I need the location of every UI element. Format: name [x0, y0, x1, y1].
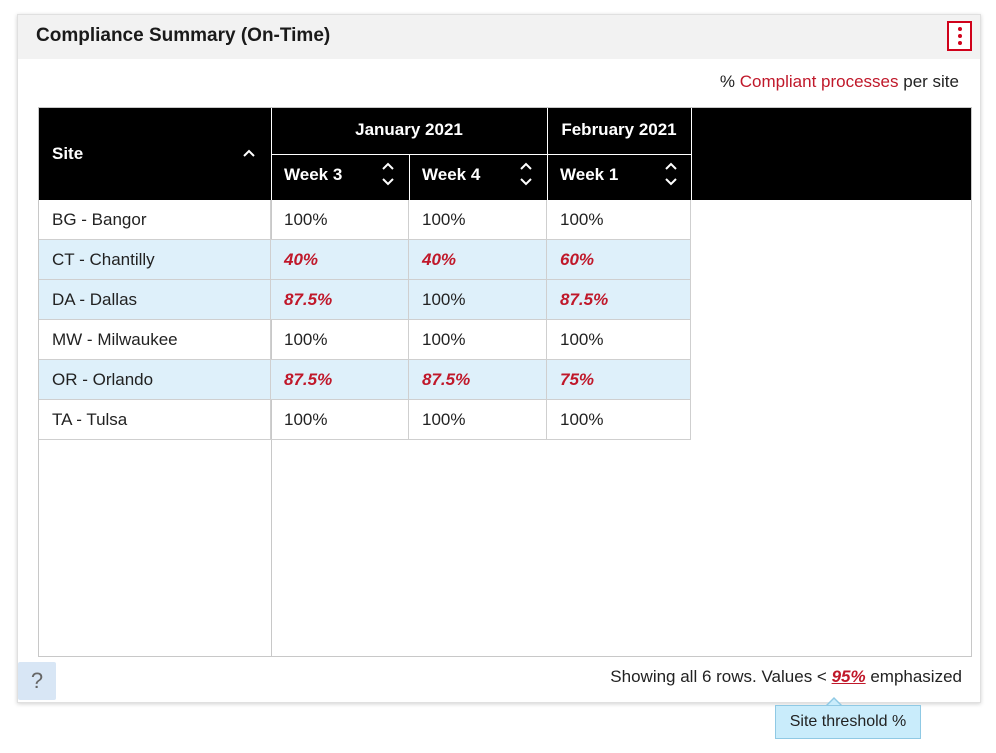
subtitle-accent: Compliant processes: [739, 72, 899, 91]
value-cell: 75%: [547, 360, 691, 399]
threshold-link[interactable]: 95%: [831, 667, 866, 686]
table-header: Site January 2021 February 2021 Week 3 W…: [39, 108, 971, 200]
compliance-summary-panel: Compliance Summary (On-Time) % Compliant…: [17, 14, 981, 703]
value-cell: 100%: [271, 200, 409, 239]
threshold-tooltip: Site threshold %: [775, 705, 921, 739]
footer-suffix: emphasized: [865, 667, 962, 686]
value-cell: 100%: [409, 400, 547, 439]
value-cell: 87.5%: [409, 360, 547, 399]
table-row: BG - Bangor 100% 100% 100%: [39, 200, 691, 240]
site-cell: CT - Chantilly: [39, 240, 271, 279]
footer-prefix: Showing all 6 rows. Values <: [610, 667, 832, 686]
sort-up-down-icon[interactable]: [664, 161, 678, 187]
value-cell: 100%: [271, 320, 409, 359]
site-cell: OR - Orlando: [39, 360, 271, 399]
header-divider: [409, 154, 410, 200]
table-row: OR - Orlando 87.5% 87.5% 75%: [39, 360, 691, 400]
question-mark-icon: ?: [30, 668, 44, 693]
group-header-january: January 2021: [355, 120, 463, 139]
site-cell: MW - Milwaukee: [39, 320, 271, 359]
kebab-menu-dot: [957, 34, 962, 38]
site-column-header[interactable]: Site: [52, 144, 84, 163]
group-header-february: February 2021: [561, 120, 677, 139]
week-header-jan-week3[interactable]: Week 3: [284, 165, 343, 184]
site-cell: BG - Bangor: [39, 200, 271, 239]
value-cell: 87.5%: [547, 280, 691, 319]
header-divider: [691, 108, 692, 200]
value-cell: 40%: [409, 240, 547, 279]
week-header-feb-week1[interactable]: Week 1: [560, 165, 619, 184]
panel-title: Compliance Summary (On-Time): [36, 25, 331, 46]
kebab-menu-button[interactable]: [947, 21, 972, 51]
value-cell: 100%: [271, 400, 409, 439]
tooltip-arrow: [827, 699, 841, 706]
table-row: MW - Milwaukee 100% 100% 100%: [39, 320, 691, 360]
table-row: CT - Chantilly 40% 40% 60%: [39, 240, 691, 280]
site-column-divider: [271, 200, 272, 656]
site-cell: TA - Tulsa: [39, 400, 271, 439]
value-cell: 100%: [409, 320, 547, 359]
kebab-menu-icon: [957, 27, 962, 31]
site-cell: DA - Dallas: [39, 280, 271, 319]
value-cell: 100%: [547, 200, 691, 239]
subtitle-prefix: %: [719, 72, 740, 91]
value-cell: 40%: [271, 240, 409, 279]
value-cell: 100%: [409, 280, 547, 319]
compliance-table: Site January 2021 February 2021 Week 3 W…: [38, 107, 972, 657]
table-footer: Showing all 6 rows. Values < 95% emphasi…: [610, 667, 962, 687]
value-cell: 100%: [547, 400, 691, 439]
week-header-jan-week4[interactable]: Week 4: [422, 165, 481, 184]
subtitle-suffix: per site: [898, 72, 959, 91]
help-button[interactable]: ?: [18, 662, 56, 700]
panel-subtitle: % Compliant processes per site: [720, 72, 959, 92]
value-cell: 60%: [547, 240, 691, 279]
table-row: DA - Dallas 87.5% 100% 87.5%: [39, 280, 691, 320]
value-cell: 87.5%: [271, 280, 409, 319]
header-divider: [271, 154, 691, 155]
panel-header: Compliance Summary (On-Time): [18, 15, 980, 59]
value-cell: 100%: [547, 320, 691, 359]
value-cell: 87.5%: [271, 360, 409, 399]
chevron-up-icon[interactable]: [242, 148, 256, 158]
sort-up-down-icon[interactable]: [519, 161, 533, 187]
table-row: TA - Tulsa 100% 100% 100%: [39, 400, 691, 440]
kebab-menu-dot: [957, 41, 962, 45]
sort-up-down-icon[interactable]: [381, 161, 395, 187]
value-cell: 100%: [409, 200, 547, 239]
